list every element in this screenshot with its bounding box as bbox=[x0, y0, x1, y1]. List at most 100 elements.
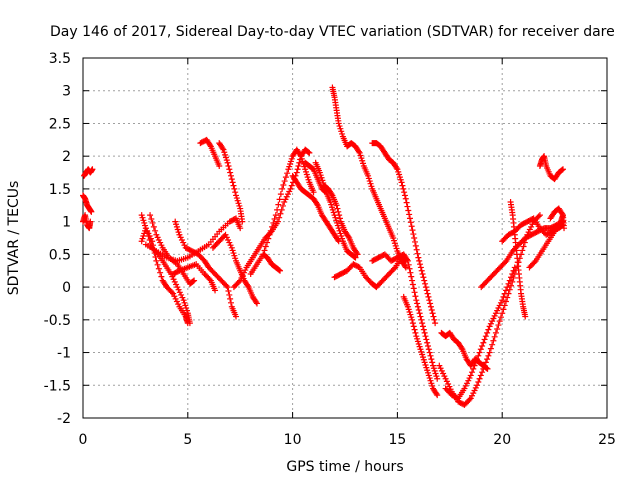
data-point bbox=[502, 298, 509, 305]
data-point bbox=[486, 323, 493, 330]
data-point bbox=[475, 379, 482, 385]
data-point bbox=[235, 278, 242, 285]
y-tick-label: 1 bbox=[62, 215, 71, 231]
data-point bbox=[430, 365, 437, 372]
data-point bbox=[412, 293, 419, 300]
data-point bbox=[428, 356, 435, 363]
data-point bbox=[418, 267, 425, 274]
data-point bbox=[262, 243, 269, 250]
data-point bbox=[138, 238, 145, 245]
data-point bbox=[486, 349, 493, 356]
data-point bbox=[302, 166, 309, 173]
data-point bbox=[465, 377, 472, 384]
data-point bbox=[225, 236, 232, 243]
data-point bbox=[422, 361, 429, 368]
data-point bbox=[293, 169, 300, 176]
data-point bbox=[559, 210, 566, 217]
data-point bbox=[418, 316, 425, 323]
data-point bbox=[469, 392, 476, 399]
data-point bbox=[282, 196, 289, 203]
data-point bbox=[417, 313, 424, 320]
data-point bbox=[427, 352, 434, 359]
data-point bbox=[419, 323, 426, 330]
data-point bbox=[411, 235, 418, 241]
data-point bbox=[274, 206, 281, 213]
data-point bbox=[476, 375, 483, 382]
x-axis-label: GPS time / hours bbox=[286, 459, 403, 475]
data-point bbox=[404, 256, 411, 263]
data-point bbox=[328, 201, 335, 208]
data-point bbox=[147, 212, 154, 219]
data-point bbox=[330, 209, 337, 216]
data-point bbox=[231, 252, 238, 259]
data-point bbox=[280, 181, 287, 188]
data-point bbox=[390, 235, 397, 241]
data-point bbox=[411, 326, 418, 333]
y-tick-label: 2 bbox=[62, 149, 71, 165]
data-point bbox=[338, 233, 345, 240]
data-point bbox=[171, 293, 178, 300]
data-point bbox=[182, 302, 189, 309]
data-point bbox=[418, 348, 425, 355]
data-point bbox=[233, 195, 240, 202]
data-point bbox=[402, 264, 409, 271]
data-point bbox=[286, 163, 293, 170]
data-point bbox=[422, 333, 429, 340]
data-point bbox=[501, 290, 508, 297]
data-point bbox=[412, 329, 419, 336]
data-point bbox=[420, 274, 427, 281]
data-point bbox=[409, 320, 416, 327]
data-point bbox=[479, 369, 486, 376]
data-point bbox=[233, 192, 240, 199]
y-tick-label: -2 bbox=[57, 411, 71, 427]
data-point bbox=[284, 191, 291, 198]
data-point bbox=[419, 271, 426, 277]
data-point bbox=[423, 336, 430, 343]
data-point bbox=[222, 151, 229, 158]
data-point bbox=[232, 189, 239, 196]
data-point bbox=[154, 234, 161, 241]
data-point bbox=[172, 295, 179, 302]
data-point bbox=[336, 227, 343, 234]
data-point bbox=[153, 257, 160, 264]
data-point bbox=[440, 370, 447, 377]
data-point bbox=[149, 219, 156, 226]
data-point bbox=[429, 382, 436, 389]
data-point bbox=[336, 123, 343, 130]
data-point bbox=[170, 290, 177, 297]
y-tick-label: 1.5 bbox=[49, 182, 71, 198]
data-point bbox=[366, 178, 373, 185]
data-point bbox=[505, 280, 512, 287]
data-point bbox=[497, 299, 504, 306]
data-point bbox=[474, 356, 481, 363]
data-point bbox=[535, 213, 542, 220]
data-point bbox=[277, 210, 284, 217]
data-point bbox=[173, 223, 180, 230]
data-point bbox=[431, 316, 438, 323]
data-point bbox=[511, 264, 518, 271]
data-point bbox=[406, 308, 413, 315]
data-point bbox=[313, 200, 320, 207]
data-point bbox=[296, 159, 303, 166]
data-point bbox=[412, 242, 419, 249]
data-point bbox=[297, 153, 304, 160]
data-point bbox=[178, 236, 185, 243]
data-point bbox=[355, 148, 362, 155]
data-point bbox=[253, 299, 260, 306]
data-point bbox=[419, 351, 426, 358]
data-point bbox=[142, 225, 149, 232]
x-tick-label: 25 bbox=[598, 432, 616, 448]
data-point bbox=[510, 267, 517, 274]
data-point bbox=[170, 276, 177, 283]
data-point bbox=[223, 234, 230, 241]
y-tick-labels: -2 -1.5 -1 -0.5 0 0.5 1 1.5 2 2.5 3 3.5 bbox=[44, 51, 71, 427]
data-point bbox=[225, 163, 232, 169]
data-point bbox=[471, 362, 478, 369]
data-point bbox=[559, 166, 566, 173]
data-point bbox=[408, 223, 415, 230]
y-tick-label: -1.5 bbox=[44, 378, 71, 394]
data-point bbox=[339, 235, 346, 242]
data-point bbox=[420, 326, 427, 333]
data-point bbox=[482, 359, 489, 366]
data-point bbox=[501, 302, 508, 309]
